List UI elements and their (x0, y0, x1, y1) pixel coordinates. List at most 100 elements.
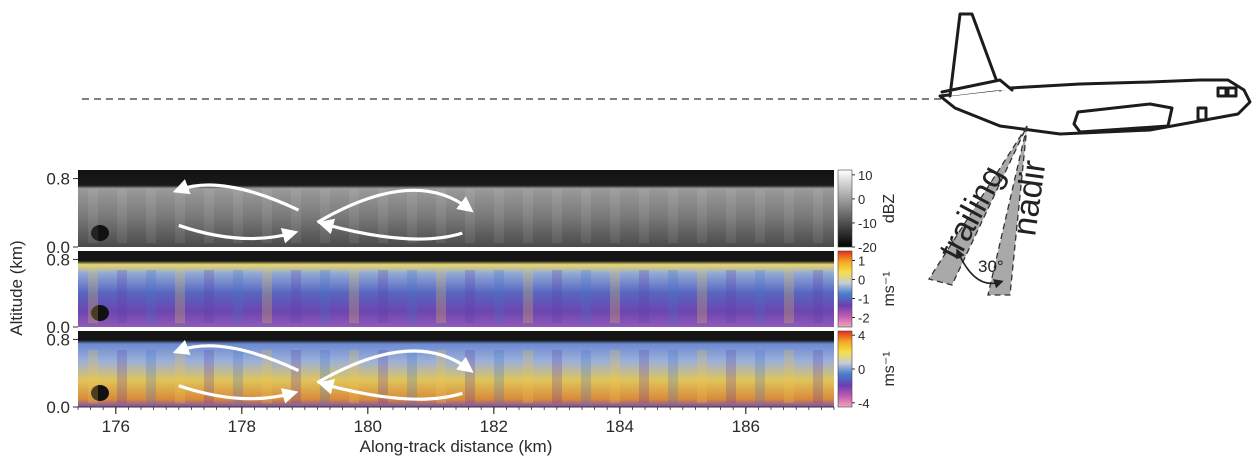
texture-band (175, 350, 185, 404)
texture-band (233, 189, 243, 244)
texture-band (813, 189, 823, 244)
colorbar-scale (837, 169, 853, 248)
texture-band (697, 350, 707, 404)
texture-band (465, 350, 475, 404)
texture-band (494, 189, 504, 244)
texture-band (146, 189, 156, 244)
trailing-beam (927, 125, 1028, 286)
arrow-upper-left (172, 339, 300, 372)
texture-band (639, 270, 649, 324)
beam-angle-arc (955, 248, 1004, 289)
colorbar-tick-label: -1 (858, 292, 870, 307)
texture-band (784, 270, 794, 324)
texture-band (262, 270, 272, 324)
texture-band (117, 350, 127, 404)
texture-band (349, 270, 359, 324)
texture-band (697, 189, 707, 244)
texture-band (668, 189, 678, 244)
texture-band (581, 189, 591, 244)
y-tick-label: 0.0 (46, 398, 70, 417)
texture-band (233, 270, 243, 324)
texture-band (291, 270, 301, 324)
x-tick-label: 184 (606, 417, 634, 436)
texture-band (204, 270, 214, 324)
texture-band (436, 189, 446, 244)
panel-reflectivity (78, 170, 834, 247)
texture-band (726, 350, 736, 404)
missing-data-patch (91, 385, 109, 401)
y-tick-label: 0.8 (46, 330, 70, 349)
texture-band (88, 189, 98, 244)
arrow-upper-right (316, 349, 474, 385)
missing-data-patch (91, 225, 109, 241)
texture-band (668, 270, 678, 324)
colorbar-tick-label: 0 (858, 192, 865, 207)
texture-band (88, 270, 98, 324)
texture-band (813, 350, 823, 404)
y-tick-label: 0.0 (46, 318, 70, 337)
panel-along-track-velocity (78, 331, 834, 407)
arrow-lower-left (178, 223, 299, 244)
texture-band (146, 270, 156, 324)
texture-band (436, 270, 446, 324)
colorbar-unit: ms⁻¹ (881, 351, 898, 386)
colorbar-nadir-velocity: 1 0 -1 -2 ms⁻¹ (837, 250, 898, 328)
arrow-lower-left (178, 384, 299, 404)
y-axis-title: Altitude (km) (7, 240, 26, 335)
texture-band (407, 350, 417, 404)
colorbar-reflectivity: 10 0 -10 -20 dBZ (837, 168, 898, 255)
texture-band (233, 350, 243, 404)
texture-band (407, 189, 417, 244)
texture-band (88, 350, 98, 404)
panel-image-nadir-velocity (78, 251, 834, 327)
y-tick-label: 0.8 (46, 170, 70, 189)
texture-band (784, 189, 794, 244)
x-axis-title: Along-track distance (km) (360, 437, 553, 456)
texture-band (378, 189, 388, 244)
texture-band (697, 270, 707, 324)
texture-band (436, 350, 446, 404)
radar-panels (78, 170, 834, 407)
circulation-arrows (172, 339, 474, 404)
texture-band (813, 270, 823, 324)
nadir-beam-label: nadir (1005, 158, 1053, 238)
colorbar-unit: dBZ (881, 194, 898, 224)
y-tick-label: 0.0 (46, 238, 70, 257)
texture-band (262, 189, 272, 244)
y-tick-label: 0.8 (46, 250, 70, 269)
texture-band (610, 350, 620, 404)
texture-band (755, 270, 765, 324)
texture-band (523, 270, 533, 324)
colorbar-tick-label: 4 (858, 328, 865, 343)
x-tick-label: 176 (102, 417, 130, 436)
arrow-upper-left (172, 179, 300, 212)
texture-band (581, 350, 591, 404)
colorbar-scale (837, 330, 853, 408)
x-tick-label: 182 (480, 417, 508, 436)
colorbar-tick-label: 0 (858, 273, 865, 288)
texture-band (291, 350, 301, 404)
colorbar-along-track-velocity: 4 0 -4 ms⁻¹ (837, 328, 898, 411)
texture-band (175, 189, 185, 244)
texture-band (320, 270, 330, 324)
colorbar-unit: ms⁻¹ (881, 271, 898, 306)
colorbar-scale (837, 250, 853, 328)
texture-band (117, 270, 127, 324)
texture-band (175, 270, 185, 324)
arrow-lower-right (317, 378, 463, 401)
texture-band (726, 270, 736, 324)
panel-nadir-velocity (78, 251, 834, 327)
colorbar-tick-label: 1 (858, 254, 865, 269)
colorbar-tick-label: -4 (858, 396, 870, 411)
texture-band (407, 270, 417, 324)
texture-band (262, 350, 272, 404)
aircraft-icon (938, 12, 1252, 136)
texture-band (349, 350, 359, 404)
colorbar-tick-label: -2 (858, 311, 870, 326)
colorbar-tick-label: -10 (858, 216, 877, 231)
texture-band (726, 189, 736, 244)
texture-band (146, 350, 156, 404)
